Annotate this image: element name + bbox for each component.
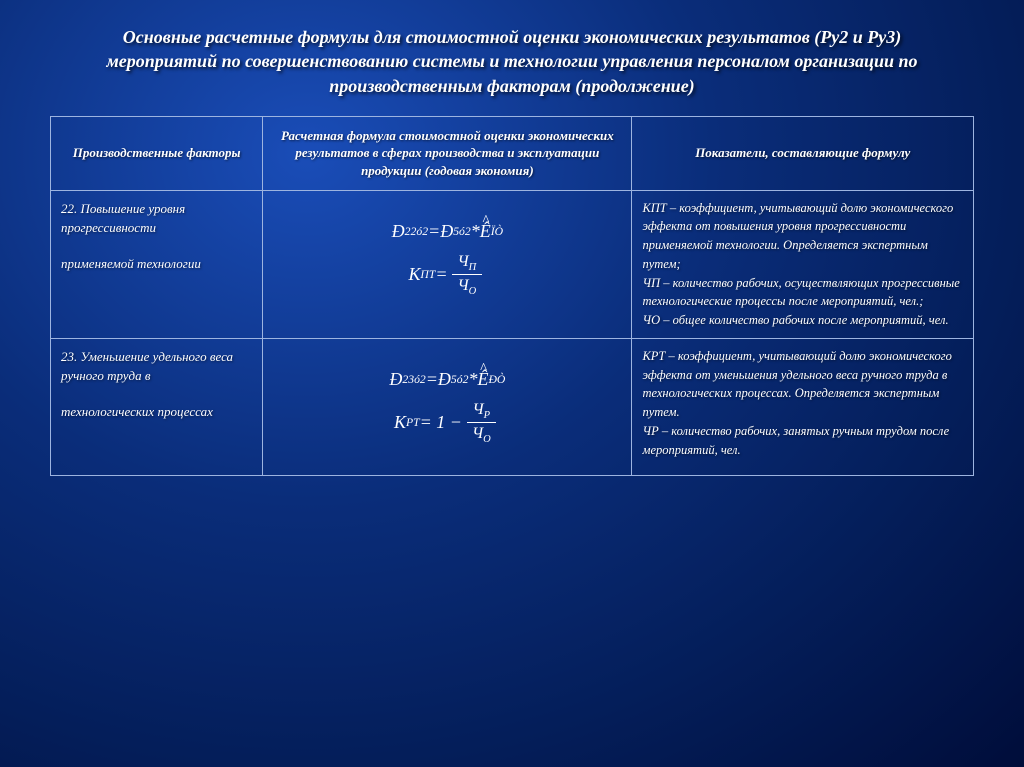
formula-22-line2: КПТ = ЧП ЧО [273, 252, 621, 297]
formula-cell-22: Đ22ó2 = Đ5ó2 * Ê ÏÒ КПТ = ЧП ЧО [263, 190, 632, 338]
header-col2: Расчетная формула стоимостной оценки эко… [263, 116, 632, 190]
indicator-cell-23: КРТ – коэффициент, учитывающий долю экон… [632, 338, 974, 475]
formula-table: Производственные факторы Расчетная форму… [50, 116, 974, 476]
slide-title: Основные расчетные формулы для стоимостн… [50, 25, 974, 98]
header-col3: Показатели, составляющие формулу [632, 116, 974, 190]
indicator-text: КПТ – коэффициент, учитывающий долю экон… [642, 201, 959, 328]
formula-22-line1: Đ22ó2 = Đ5ó2 * Ê ÏÒ [273, 221, 621, 242]
factor-subtext: технологических процессах [61, 404, 213, 419]
factor-text: 22. Повышение уровня прогрессивности [61, 201, 185, 236]
formula-cell-23: Đ23ó2 = Đ5ó2 * Ê ÐÒ КРТ = 1 − ЧР ЧО [263, 338, 632, 475]
indicator-cell-22: КПТ – коэффициент, учитывающий долю экон… [632, 190, 974, 338]
indicator-text: КРТ – коэффициент, учитывающий долю экон… [642, 349, 951, 457]
header-col1: Производственные факторы [51, 116, 263, 190]
factor-cell-23: 23. Уменьшение удельного веса ручного тр… [51, 338, 263, 475]
factor-cell-22: 22. Повышение уровня прогрессивности при… [51, 190, 263, 338]
formula-23-line1: Đ23ó2 = Đ5ó2 * Ê ÐÒ [273, 369, 621, 390]
factor-text: 23. Уменьшение удельного веса ручного тр… [61, 349, 233, 384]
factor-subtext: применяемой технологии [61, 256, 201, 271]
header-row: Производственные факторы Расчетная форму… [51, 116, 974, 190]
formula-23-line2: КРТ = 1 − ЧР ЧО [273, 400, 621, 445]
table-row: 23. Уменьшение удельного веса ручного тр… [51, 338, 974, 475]
table-row: 22. Повышение уровня прогрессивности при… [51, 190, 974, 338]
